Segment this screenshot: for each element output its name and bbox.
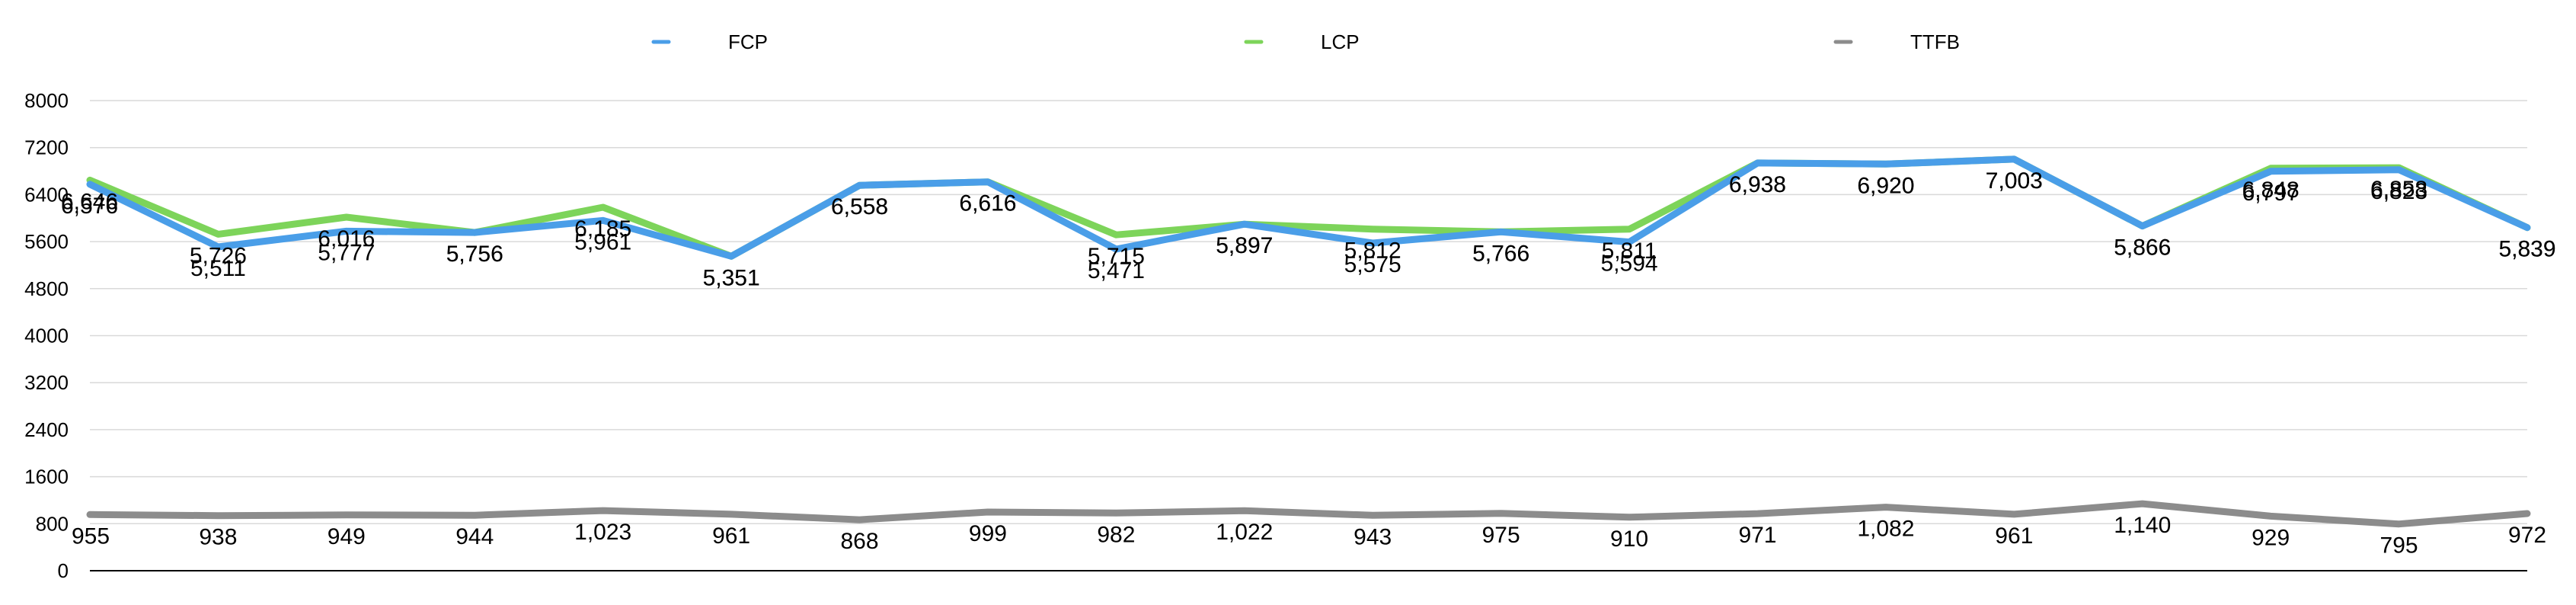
data-label-lcp: 5,839 <box>2498 237 2555 262</box>
data-label-lcp: 6,185 <box>574 216 631 242</box>
data-label-fcp: 5,756 <box>446 242 503 267</box>
data-label-lcp: 5,756 <box>446 242 503 267</box>
y-tick-label: 0 <box>58 559 69 582</box>
data-label-ttfb: 943 <box>1354 524 1392 549</box>
data-label-ttfb: 999 <box>969 521 1007 546</box>
data-label-fcp: 6,938 <box>1729 172 1786 197</box>
data-label-lcp: 5,812 <box>1344 238 1401 264</box>
data-label-fcp: 5,897 <box>1216 233 1273 258</box>
data-label-fcp: 5,766 <box>1472 241 1529 266</box>
data-labels: 6,646 5,726 6,016 5,756 6,185 5,351 6,558 6,616… <box>61 168 2556 559</box>
data-label-ttfb: 1,023 <box>574 520 631 545</box>
y-tick-label: 3200 <box>24 371 69 394</box>
data-label-lcp: 5,866 <box>2114 235 2171 261</box>
data-label-ttfb: 949 <box>328 524 366 549</box>
data-label-fcp: 5,839 <box>2498 237 2555 262</box>
data-label-lcp: 6,858 <box>2370 177 2427 202</box>
data-label-lcp: 6,016 <box>318 226 375 251</box>
y-tick-label: 6400 <box>24 183 69 206</box>
data-label-ttfb: 961 <box>1995 523 2033 549</box>
data-label-fcp: 5,511 <box>190 256 246 281</box>
data-label-lcp: 5,715 <box>1088 244 1145 269</box>
y-axis: 0 800 1600 2400 3200 4000 4800 5600 6400 7200 8000 <box>24 89 69 582</box>
y-tick-label: 4000 <box>24 325 69 347</box>
data-label-lcp: 6,646 <box>61 189 118 214</box>
data-label-lcp: 7,003 <box>1986 168 2043 194</box>
data-label-fcp: 5,471 <box>1088 258 1145 283</box>
y-tick-label: 8000 <box>24 89 69 112</box>
data-label-ttfb: 982 <box>1097 522 1135 547</box>
data-label-fcp: 5,351 <box>703 265 760 290</box>
data-label-lcp: 6,848 <box>2242 178 2300 203</box>
data-label-fcp: 5,575 <box>1344 252 1401 277</box>
y-tick-label: 2400 <box>24 418 69 441</box>
data-label-ttfb: 938 <box>199 525 237 550</box>
data-label-ttfb: 910 <box>1610 527 1648 552</box>
data-label-ttfb: 972 <box>2508 523 2546 548</box>
data-label-ttfb: 944 <box>455 524 494 549</box>
data-label-fcp: 6,823 <box>2370 179 2427 204</box>
y-tick-label: 7200 <box>24 136 69 159</box>
data-label-lcp: 5,766 <box>1472 241 1529 266</box>
data-label-lcp: 6,938 <box>1729 172 1786 197</box>
y-tick-label: 5600 <box>24 230 69 253</box>
legend-label-ttfb: TTFB <box>1910 30 1960 53</box>
data-label-ttfb: 868 <box>840 529 878 554</box>
data-label-ttfb: 1,022 <box>1216 520 1273 545</box>
legend-label-fcp: FCP <box>728 30 768 53</box>
data-label-fcp: 6,576 <box>61 194 118 219</box>
data-label-fcp: 5,777 <box>318 240 375 265</box>
data-label-lcp: 6,616 <box>959 191 1016 216</box>
legend: FCP LCP TTFB <box>651 30 1960 53</box>
data-label-ttfb: 971 <box>1738 523 1776 548</box>
data-label-ttfb: 929 <box>2252 525 2290 550</box>
y-tick-label: 4800 <box>24 277 69 300</box>
data-label-lcp: 6,920 <box>1857 173 1914 198</box>
data-label-ttfb: 795 <box>2380 533 2418 559</box>
data-label-ttfb: 1,140 <box>2114 513 2171 538</box>
data-label-lcp: 5,897 <box>1216 233 1273 258</box>
series-lines <box>86 155 2531 528</box>
y-tick-label: 800 <box>36 512 69 535</box>
data-label-fcp: 6,920 <box>1857 173 1914 198</box>
data-label-fcp: 7,003 <box>1986 168 2043 194</box>
series-line-ttfb <box>86 500 2531 528</box>
gridlines <box>90 100 2527 525</box>
legend-label-lcp: LCP <box>1321 30 1360 53</box>
data-label-ttfb: 1,082 <box>1857 517 1914 542</box>
data-label-fcp: 5,594 <box>1601 251 1658 277</box>
data-label-lcp: 5,811 <box>1602 238 1657 264</box>
data-label-fcp: 5,866 <box>2114 235 2171 261</box>
data-label-ttfb: 955 <box>72 523 110 549</box>
series-line-fcp <box>86 155 2531 260</box>
data-label-ttfb: 975 <box>1482 523 1520 548</box>
data-label-fcp: 6,558 <box>831 194 888 219</box>
data-label-ttfb: 961 <box>712 523 750 549</box>
data-label-lcp: 5,726 <box>190 243 247 268</box>
data-label-fcp: 6,616 <box>959 191 1016 216</box>
data-label-fcp: 6,797 <box>2242 181 2300 206</box>
data-label-lcp: 5,351 <box>703 265 760 290</box>
data-label-fcp: 5,961 <box>574 229 631 254</box>
data-label-lcp: 6,558 <box>831 194 888 219</box>
y-tick-label: 1600 <box>24 466 69 488</box>
